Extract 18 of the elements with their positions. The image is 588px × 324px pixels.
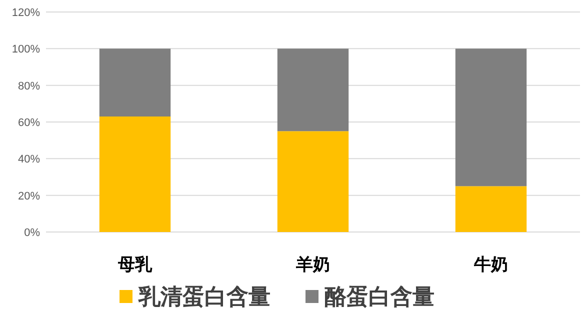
legend-label: 酪蛋白含量 [324,284,434,309]
bar [277,48,349,132]
y-tick-label: 60% [18,117,40,129]
y-tick-label: 0% [24,227,40,239]
bar [99,116,171,232]
legend-label: 乳清蛋白含量 [138,284,270,309]
y-tick-label: 80% [18,80,40,92]
y-tick-label: 100% [12,44,40,56]
bar [277,131,349,232]
x-tick-label: 牛奶 [473,255,508,274]
bar [455,186,527,232]
bar [455,48,527,186]
bar [99,48,171,116]
y-tick-label: 120% [12,7,40,19]
x-tick-label: 羊奶 [295,255,330,274]
y-tick-label: 20% [18,190,40,202]
y-tick-label: 40% [18,154,40,166]
x-tick-label: 母乳 [117,255,153,274]
